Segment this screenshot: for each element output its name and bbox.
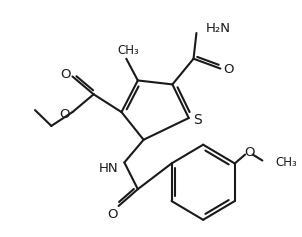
Text: O: O [60, 68, 71, 81]
Text: CH₃: CH₃ [117, 44, 139, 57]
Text: O: O [108, 208, 118, 221]
Text: O: O [59, 108, 70, 121]
Text: CH₃: CH₃ [276, 156, 297, 169]
Text: HN: HN [99, 162, 119, 175]
Text: S: S [193, 113, 202, 127]
Text: O: O [223, 63, 233, 76]
Text: O: O [245, 146, 255, 159]
Text: H₂N: H₂N [206, 22, 231, 35]
